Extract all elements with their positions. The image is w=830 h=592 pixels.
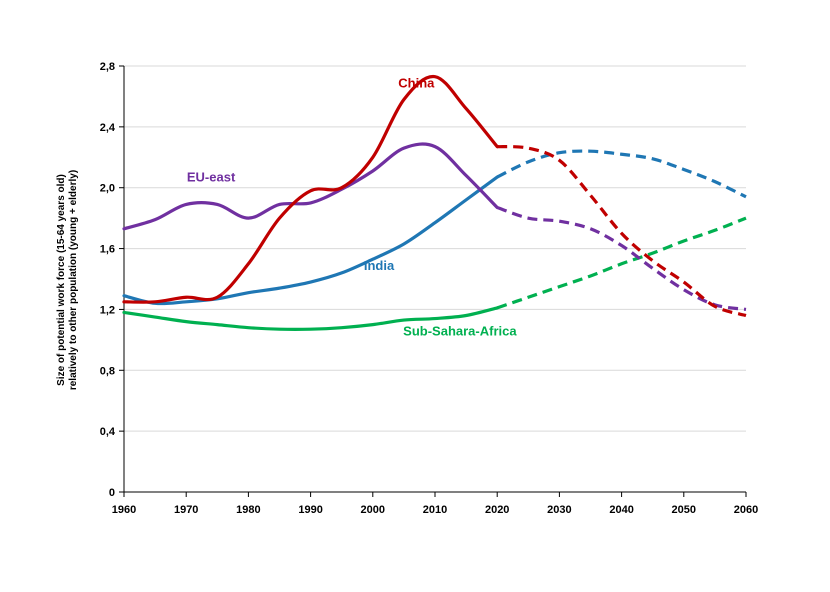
series-line-eu-east-historical [122, 142, 499, 231]
series-label-india: India [364, 258, 395, 273]
y-tick-label: 0 [109, 487, 115, 499]
series-line-india-projected [496, 149, 747, 199]
series-label-china: China [398, 75, 435, 90]
y-axis-title-line-2: relatively to other population (young + … [68, 170, 79, 390]
y-tick-label: 0,4 [100, 426, 116, 438]
x-tick-label: 1960 [112, 504, 136, 516]
y-tick-label: 2,0 [100, 183, 115, 195]
series-lines [122, 75, 747, 331]
series-label-eu-east: EU-east [187, 170, 236, 185]
series-line-china-historical [122, 75, 499, 304]
series-line-sub-sahara-africa-projected [496, 216, 747, 310]
series-line-eu-east-projected [496, 205, 747, 312]
series-line-sub-sahara-africa-historical [122, 306, 499, 331]
x-tick-label: 2020 [485, 504, 509, 516]
series-line-china-projected [497, 145, 747, 318]
y-tick-label: 2,8 [100, 61, 115, 73]
x-tick-label: 2060 [734, 504, 758, 516]
x-tick-label: 2050 [672, 504, 696, 516]
x-tick-label: 1970 [174, 504, 198, 516]
x-tick-label: 1980 [236, 504, 260, 516]
y-tick-label: 1,6 [100, 244, 115, 256]
y-axis-title-line-1: Size of potential work force (15-64 year… [56, 174, 67, 386]
axes: 0 0,4 0,8 1,2 1,6 2,0 2,4 2,8 1960 1970 1980 1990 20… [100, 61, 759, 516]
x-tick-label: 1990 [298, 504, 322, 516]
y-tick-label: 0,8 [100, 365, 115, 377]
x-tick-label: 2010 [423, 504, 447, 516]
x-tick-label: 2040 [609, 504, 633, 516]
x-tick-label: 2000 [361, 504, 385, 516]
series-labels: China EU-east India Sub-Sahara-Africa [187, 75, 517, 338]
y-tick-label: 1,2 [100, 304, 115, 316]
x-tick-label: 2030 [547, 504, 571, 516]
y-axis-title: Size of potential work force (15-64 year… [56, 170, 79, 390]
series-label-sub-sahara-africa: Sub-Sahara-Africa [403, 323, 517, 338]
series-line-india-historical [122, 175, 499, 306]
gridlines [124, 65, 746, 432]
y-tick-label: 2,4 [100, 122, 116, 134]
